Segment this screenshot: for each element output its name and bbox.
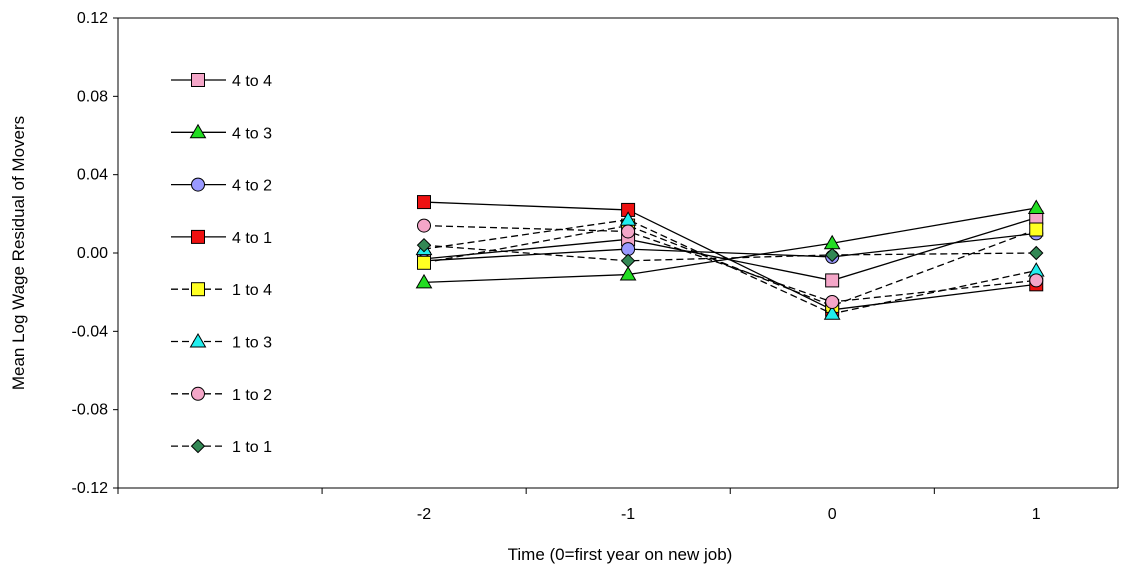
legend-marker [191,229,205,244]
y-tick-label: -0.08 [72,402,109,419]
series-line-4-to-3 [423,207,1037,284]
data-point [825,273,840,288]
data-point [1029,222,1044,237]
legend-marker [189,123,207,139]
legend-item-1-to-4: 1 to 4 [171,282,272,299]
legend-marker [191,386,205,401]
y-tick-label: 0.12 [77,10,108,27]
x-tick-label: 0 [828,506,837,523]
data-point [621,224,636,239]
data-point [416,237,432,253]
x-tick-label: -1 [621,506,635,523]
series-line-1-to-2 [423,224,1037,303]
y-tick-label: 0.04 [77,167,108,184]
legend-label: 4 to 4 [232,73,272,90]
data-point [417,255,431,270]
legend-marker [191,73,205,87]
data-point [415,273,433,289]
legend: 4 to 4 4 to 3 4 to 2 4 to 1 1 to 4 1 to 3 1 to… [171,73,272,456]
data-point [825,294,840,309]
legend-label: 4 to 2 [232,178,272,195]
series-1-to-4 [417,218,1044,313]
series-4-to-3 [415,199,1045,289]
y-tick-label: 0.08 [77,88,108,105]
x-tick-label: -2 [417,506,431,523]
data-point [620,253,636,269]
legend-label: 1 to 1 [232,439,272,456]
legend-marker [191,282,205,297]
data-point [619,266,637,281]
data-point [417,195,431,210]
series-line-1-to-1 [423,244,1037,262]
series-1-to-2 [417,218,1044,309]
legend-marker [190,438,206,454]
series-line-1-to-4 [423,224,1037,307]
data-point [417,218,431,233]
y-tick-label: -0.12 [72,480,109,497]
legend-marker [189,332,207,348]
series-line-1-to-3 [423,219,1037,315]
data-point [824,247,840,263]
legend-item-4-to-3: 4 to 3 [171,123,272,142]
legend-label: 1 to 3 [232,335,272,352]
y-tick-label: 0.00 [77,245,108,262]
series-line-4-to-2 [423,232,1037,262]
data-point [1027,199,1045,214]
series-layer [415,195,1045,320]
legend-label: 4 to 1 [232,230,272,247]
legend-item-1-to-2: 1 to 2 [171,386,272,404]
legend-item-1-to-1: 1 to 1 [171,438,272,456]
axes: -0.12 -0.08 -0.04 0.00 0.04 0.08 0.12 -2 -1 0 1 [72,10,1119,523]
legend-item-4-to-2: 4 to 2 [171,177,272,195]
x-tick-label: 1 [1032,506,1041,523]
series-line-4-to-4 [423,217,1037,282]
legend-item-4-to-4: 4 to 4 [171,73,272,90]
data-point [1029,273,1044,288]
legend-item-4-to-1: 4 to 1 [171,229,272,247]
legend-marker [191,177,205,192]
data-point [1029,245,1044,261]
legend-label: 1 to 2 [232,387,272,404]
legend-label: 1 to 4 [232,282,272,299]
data-point [823,305,841,320]
series-1-to-3 [415,211,1045,320]
x-axis-title: Time (0=first year on new job) [508,545,733,564]
y-tick-label: -0.04 [72,323,109,340]
legend-label: 4 to 3 [232,125,272,142]
series-line-4-to-1 [423,201,1037,311]
y-axis-title: Mean Log Wage Residual of Movers [9,116,28,390]
legend-item-1-to-3: 1 to 3 [171,332,272,352]
series-1-to-1 [416,237,1044,269]
